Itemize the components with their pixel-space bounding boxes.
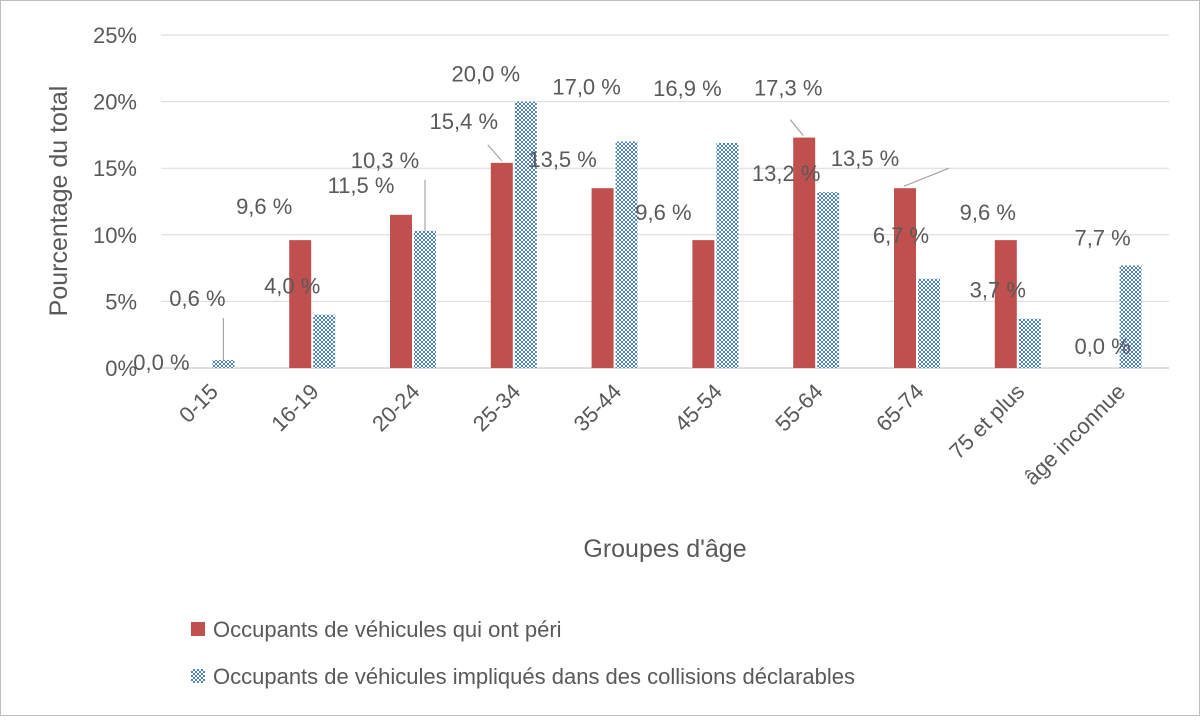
x-tick-label: 16-19 xyxy=(266,379,323,436)
data-label-series-1: 0,0 % xyxy=(133,350,189,375)
bar-series-1 xyxy=(894,188,916,368)
data-label-series-1: 15,4 % xyxy=(430,109,499,134)
x-axis-title: Groupes d'âge xyxy=(583,535,746,563)
bar-series-1 xyxy=(390,214,412,368)
data-label-series-2: 13,2 % xyxy=(752,161,821,186)
data-label-series-2: 3,7 % xyxy=(970,278,1026,303)
y-tick-label: 5% xyxy=(105,289,137,314)
data-label-series-2: 7,7 % xyxy=(1074,225,1130,250)
bar-series-1 xyxy=(692,240,715,368)
x-tick-label: 55-64 xyxy=(770,379,827,436)
y-tick-label: 0% xyxy=(105,356,137,381)
x-tick-label: 65-74 xyxy=(871,379,928,436)
data-label-series-1: 13,5 % xyxy=(831,146,900,171)
bar-series-2 xyxy=(817,192,840,368)
data-label-series-1: 13,5 % xyxy=(528,147,597,172)
data-label-series-1: 0,0 % xyxy=(1074,334,1130,359)
x-tick-label: 0-15 xyxy=(174,379,223,428)
data-label-series-2: 17,0 % xyxy=(552,75,621,100)
legend: Occupants de véhicules qui ont péri Occu… xyxy=(191,617,855,689)
bar-series-1 xyxy=(994,240,1017,368)
x-tick-label: 20-24 xyxy=(367,379,424,436)
y-tick-label: 25% xyxy=(93,23,137,48)
x-axis-ticks: 0-15 16-19 20-24 25-34 35-44 45-54 55-64 65-74 7… xyxy=(174,379,1130,490)
x-tick-label: 75 et plus xyxy=(944,379,1029,464)
bar-series-1 xyxy=(490,162,513,368)
legend-label-series-1: Occupants de véhicules qui ont péri xyxy=(213,617,562,642)
legend-label-series-2: Occupants de véhicules impliqués dans de… xyxy=(213,664,855,689)
data-labels: 0,0 % 9,6 % 11,5 % 15,4 % 13,5 % 9,6 % 17,3 % 1… xyxy=(133,62,1130,375)
bar-series-1 xyxy=(289,240,312,368)
bar-series-2 xyxy=(1018,318,1041,368)
data-label-series-2: 0,6 % xyxy=(169,286,225,311)
bar-series-2 xyxy=(918,278,940,368)
data-label-series-1: 9,6 % xyxy=(635,200,691,225)
bar-series-2 xyxy=(414,230,436,368)
leader-line xyxy=(487,144,503,162)
data-label-series-2: 16,9 % xyxy=(653,76,722,101)
bar-series-2 xyxy=(716,142,739,368)
data-label-series-2: 20,0 % xyxy=(452,62,521,87)
y-axis-title: Pourcentage du total xyxy=(45,86,73,317)
bar-series-2 xyxy=(514,101,537,368)
data-label-series-1: 11,5 % xyxy=(328,173,395,198)
bars xyxy=(212,101,1142,368)
data-label-series-2: 6,7 % xyxy=(873,223,929,248)
y-axis-ticks: 0% 5% 10% 15% 20% 25% xyxy=(93,23,137,381)
legend-swatch-series-2 xyxy=(191,669,205,683)
y-tick-label: 10% xyxy=(93,223,137,248)
bar-series-2 xyxy=(313,314,336,368)
x-tick-label: 25-34 xyxy=(468,379,525,436)
data-label-series-1: 9,6 % xyxy=(960,200,1016,225)
data-label-series-1: 9,6 % xyxy=(236,194,292,219)
bar-series-1 xyxy=(793,137,816,368)
x-tick-label: 35-44 xyxy=(569,379,626,436)
bar-series-2 xyxy=(212,360,235,368)
x-tick-label: âge inconnue xyxy=(1019,379,1130,490)
x-tick-label: 45-54 xyxy=(669,379,726,436)
data-label-series-2: 4,0 % xyxy=(264,274,320,299)
bar-series-2 xyxy=(1119,265,1142,368)
leader-line xyxy=(903,167,950,187)
leader-lines xyxy=(222,119,950,361)
y-tick-label: 15% xyxy=(93,156,137,181)
y-tick-label: 20% xyxy=(93,90,137,115)
bar-series-2 xyxy=(615,141,638,368)
leader-line xyxy=(789,119,804,136)
legend-swatch-series-1 xyxy=(191,622,205,636)
data-label-series-2: 10,3 % xyxy=(351,148,420,173)
data-label-series-1: 17,3 % xyxy=(754,76,823,101)
bar-series-1 xyxy=(591,188,614,368)
